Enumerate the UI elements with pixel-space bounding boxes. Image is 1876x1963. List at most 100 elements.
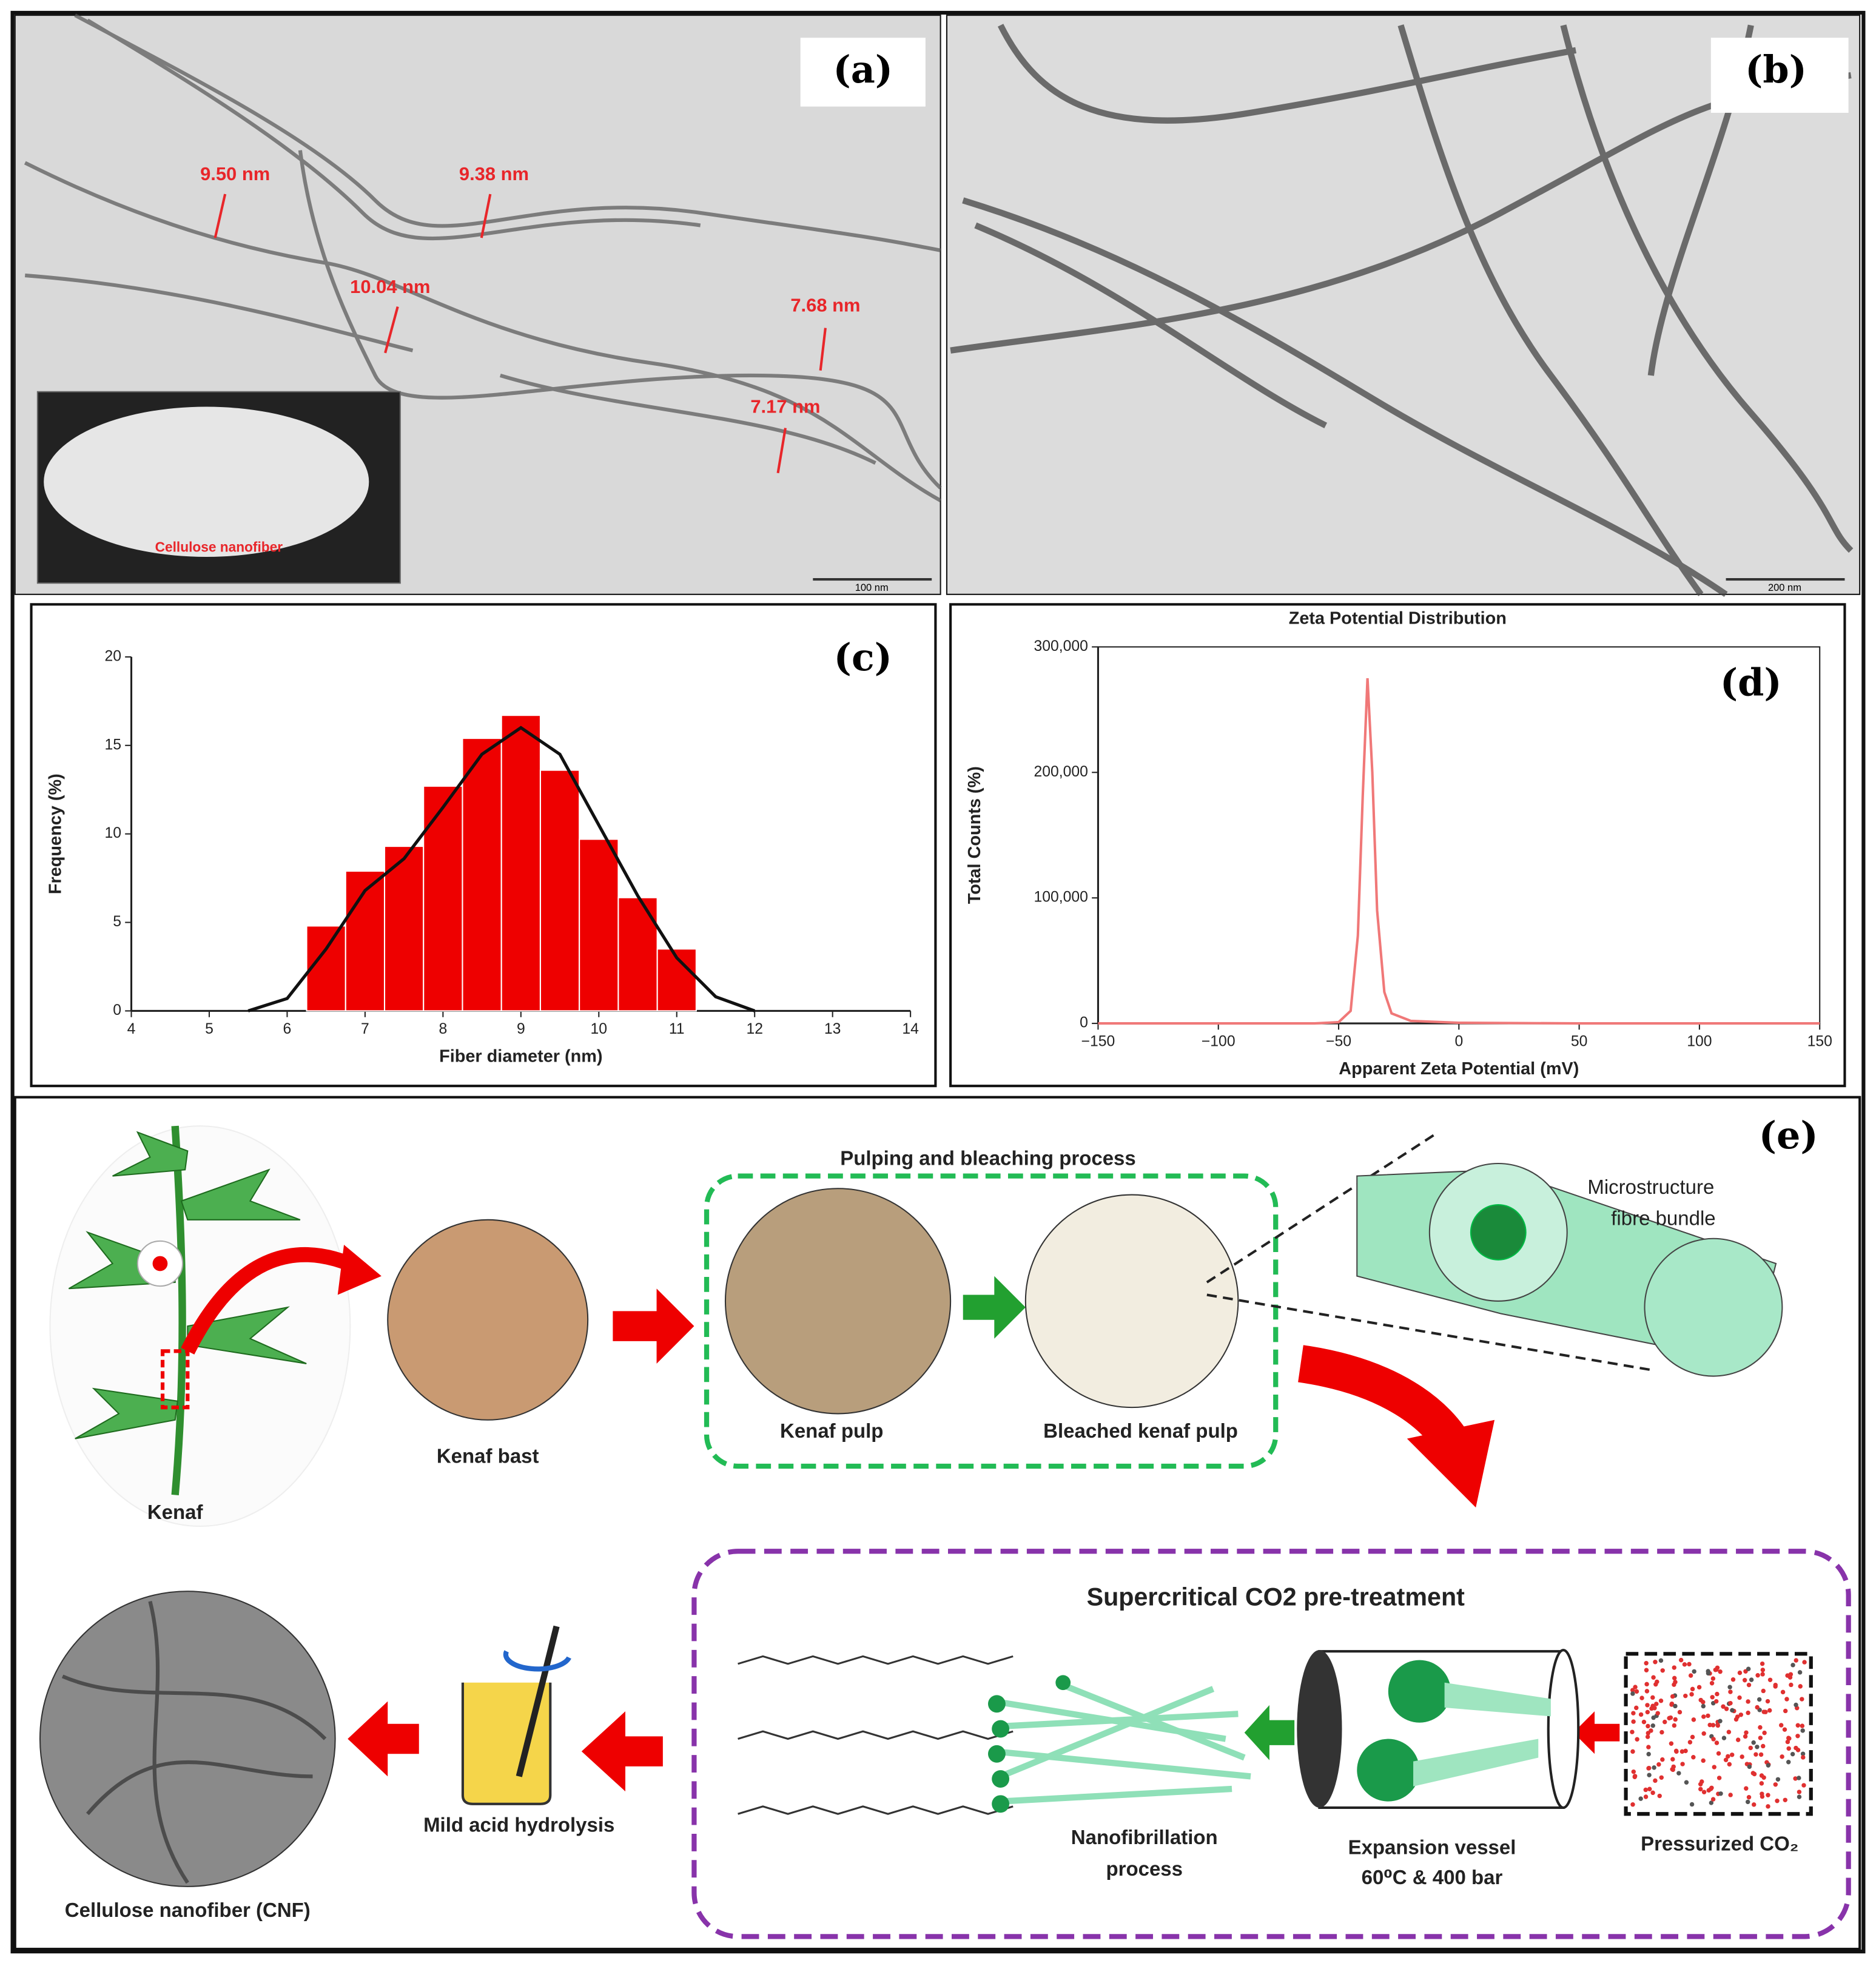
cnf-sample <box>44 406 369 557</box>
co2-dot <box>1746 1666 1751 1671</box>
caption: Kenaf bast <box>437 1444 539 1467</box>
co2-dot <box>1794 1658 1798 1663</box>
co2-dot <box>1646 1731 1650 1736</box>
co2-dot <box>1787 1675 1793 1680</box>
co2-dot <box>1748 1745 1753 1751</box>
co2-dot <box>1726 1729 1732 1734</box>
co2-dot <box>1761 1709 1766 1714</box>
co2-dot <box>1701 1731 1706 1736</box>
co2-dot <box>1660 1668 1665 1673</box>
caption: Microstructure <box>1587 1176 1714 1198</box>
co2-dot <box>1709 1800 1714 1805</box>
co2-dot <box>1690 1734 1695 1740</box>
co2-dot <box>1742 1678 1747 1683</box>
panel-label: (d) <box>1720 660 1782 704</box>
co2-dot <box>1794 1702 1798 1708</box>
bar <box>306 925 346 1012</box>
co2-dot <box>1660 1757 1665 1762</box>
co2-dot <box>1729 1753 1735 1757</box>
co2-dot <box>1718 1719 1723 1723</box>
co2-dot <box>1767 1708 1772 1713</box>
co2-dot <box>1749 1677 1754 1682</box>
co2-dot <box>1714 1699 1719 1704</box>
co2-dot <box>1670 1694 1675 1699</box>
co2-dot <box>1735 1737 1741 1742</box>
arrow <box>181 1247 366 1355</box>
measurement: 10.04 nm <box>350 276 430 297</box>
x-tick-label: 5 <box>205 1021 213 1037</box>
co2-dot <box>1797 1776 1801 1780</box>
x-tick-label: 11 <box>669 1021 685 1037</box>
co2-dot <box>1645 1734 1650 1739</box>
x-tick-label: 12 <box>746 1021 763 1037</box>
co2-gas <box>1630 1657 1807 1809</box>
co2-dot <box>1761 1775 1766 1780</box>
x-tick-label: 4 <box>127 1021 136 1037</box>
co2-dot <box>1797 1790 1802 1794</box>
co2-dot <box>1785 1739 1790 1745</box>
co2-dot <box>1753 1752 1758 1757</box>
co2-dot <box>1687 1662 1692 1667</box>
cnf-image <box>39 1591 336 1887</box>
co2-dot <box>1757 1697 1762 1702</box>
co2-dot <box>1630 1691 1635 1696</box>
co2-dot <box>1658 1658 1664 1663</box>
co2-dot <box>1746 1699 1750 1704</box>
y-tick-label: 200,000 <box>1034 764 1088 780</box>
co2-dot <box>1690 1686 1695 1692</box>
co2-dot <box>1752 1802 1757 1807</box>
caption: Nanofibrillation <box>1071 1826 1218 1848</box>
co2-dot <box>1715 1691 1720 1697</box>
co2-dot <box>1646 1751 1651 1757</box>
x-tick-label: 0 <box>1454 1034 1463 1050</box>
co2-dot <box>1737 1670 1743 1675</box>
co2-dot <box>1706 1713 1710 1719</box>
co2-dot <box>1678 1657 1684 1663</box>
co2-dot <box>1752 1771 1757 1777</box>
co2-dot <box>1634 1689 1639 1694</box>
co2-dot <box>1646 1723 1650 1729</box>
co2-dot <box>1743 1734 1748 1739</box>
co2-dot <box>1672 1665 1676 1670</box>
co2-dot <box>1635 1737 1639 1742</box>
caption: 60⁰C & 400 bar <box>1362 1866 1503 1888</box>
co2-dot <box>1760 1668 1766 1672</box>
co2-dot <box>1755 1705 1760 1710</box>
co2-dot <box>1701 1758 1706 1763</box>
co2-dot <box>1698 1786 1703 1792</box>
co2-dot <box>1714 1740 1720 1745</box>
y-tick-label: 5 <box>113 914 121 930</box>
co2-dot <box>1718 1791 1723 1796</box>
co2-dot <box>1631 1769 1636 1774</box>
co2-dot <box>1721 1736 1727 1740</box>
selection <box>160 1349 190 1410</box>
co2-dot <box>1638 1796 1643 1801</box>
co2-dot <box>1758 1736 1763 1740</box>
co2-dot <box>1701 1790 1707 1794</box>
co2-dot <box>1710 1797 1716 1802</box>
co2-dot <box>1654 1702 1659 1706</box>
co2-dot <box>1673 1680 1678 1685</box>
co2-dot <box>1698 1697 1703 1703</box>
caption: Kenaf pulp <box>780 1419 883 1442</box>
co2-dot <box>1672 1723 1677 1728</box>
co2-dot <box>1724 1706 1729 1711</box>
co2-dot <box>1706 1669 1710 1674</box>
co2-dot <box>1644 1689 1650 1694</box>
zoom-lines <box>1206 1131 1652 1372</box>
bar <box>345 870 386 1012</box>
co2-dot <box>1800 1697 1804 1702</box>
co2-dot <box>1761 1743 1766 1749</box>
co2-dot <box>1644 1668 1649 1672</box>
co2-dot <box>1766 1763 1771 1768</box>
co2-dot <box>1653 1660 1658 1665</box>
x-tick-label: 6 <box>283 1021 292 1037</box>
co2-dot <box>1716 1751 1721 1756</box>
co2-dot <box>1762 1730 1767 1736</box>
y-tick-label: 15 <box>104 736 121 753</box>
fibril-ends <box>987 1675 1071 1813</box>
co2-dot <box>1668 1715 1673 1720</box>
co2-dot <box>1800 1723 1805 1728</box>
co2-dot <box>1696 1685 1702 1690</box>
